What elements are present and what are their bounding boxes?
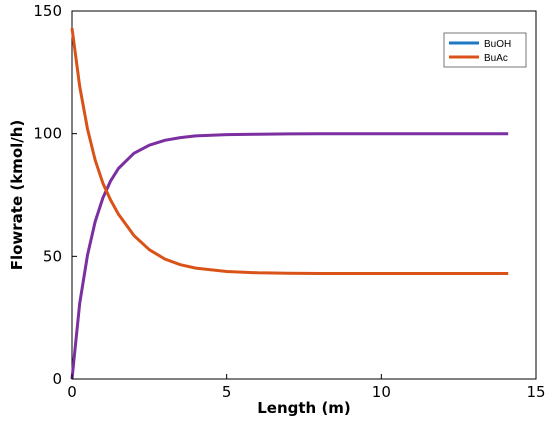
x-tick-label: 10 — [372, 383, 391, 401]
x-tick-label: 5 — [222, 383, 232, 401]
plot-area — [71, 10, 537, 380]
series-line-buoh — [70, 132, 509, 380]
y-tick-label: 150 — [33, 2, 62, 20]
legend-label-buac: BuAc — [484, 53, 508, 64]
y-axis-title: Flowrate (kmol/h) — [8, 120, 26, 271]
y-tick-label: 0 — [52, 370, 62, 388]
legend-box — [443, 32, 527, 68]
series-line-buac — [70, 28, 509, 275]
plot-frame — [71, 10, 537, 380]
legend-label-buoh: BuOH — [484, 39, 511, 50]
series-layer — [70, 28, 509, 380]
legend: BuOH BuAc — [443, 32, 527, 68]
y-tick-label: 50 — [43, 247, 62, 265]
x-tick-label: 15 — [526, 383, 545, 401]
x-axis-title: Length (m) — [257, 399, 351, 417]
x-tick-label: 0 — [67, 383, 77, 401]
y-tick-label: 100 — [33, 125, 62, 143]
